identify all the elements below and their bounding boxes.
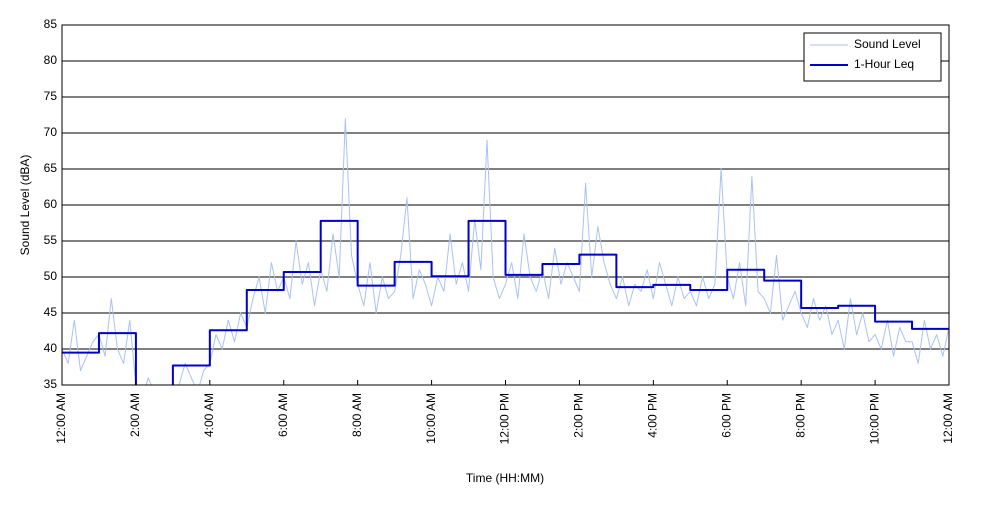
legend-box xyxy=(803,32,942,82)
x-tick-label: 6:00 PM xyxy=(719,393,733,438)
x-tick-label: 8:00 PM xyxy=(793,393,807,438)
x-tick-label: 10:00 AM xyxy=(424,393,438,444)
y-tick-label: 40 xyxy=(44,341,58,355)
y-tick-label: 85 xyxy=(44,17,58,31)
y-tick-label: 55 xyxy=(44,233,58,247)
y-tick-label: 35 xyxy=(44,377,58,391)
x-tick-label: 2:00 AM xyxy=(128,393,142,437)
x-tick-label: 2:00 PM xyxy=(572,393,586,438)
legend: Sound Level 1-Hour Leq xyxy=(803,32,942,82)
legend-label: 1-Hour Leq xyxy=(854,57,914,71)
x-tick-label: 6:00 AM xyxy=(276,393,290,437)
x-tick-label: 4:00 AM xyxy=(202,393,216,437)
y-tick-label: 80 xyxy=(44,53,58,67)
series-line xyxy=(62,219,949,385)
y-tick-label: 60 xyxy=(44,197,58,211)
x-axis-label: Time (HH:MM) xyxy=(466,471,544,485)
y-tick-label: 50 xyxy=(44,269,58,283)
y-tick-label: 70 xyxy=(44,125,58,139)
x-tick-label: 12:00 AM xyxy=(941,393,955,444)
legend-label: Sound Level xyxy=(854,37,921,51)
y-tick-label: 65 xyxy=(44,161,58,175)
x-tick-label: 12:00 PM xyxy=(498,393,512,444)
plot-marks xyxy=(62,118,949,385)
x-tick-label: 12:00 AM xyxy=(54,393,68,444)
y-axis-label: Sound Level (dBA) xyxy=(18,155,32,256)
y-tick-label: 45 xyxy=(44,305,58,319)
x-tick-label: 10:00 PM xyxy=(867,393,881,444)
y-tick-label: 75 xyxy=(44,89,58,103)
x-tick-label: 4:00 PM xyxy=(646,393,660,438)
x-tick-label: 8:00 AM xyxy=(350,393,364,437)
